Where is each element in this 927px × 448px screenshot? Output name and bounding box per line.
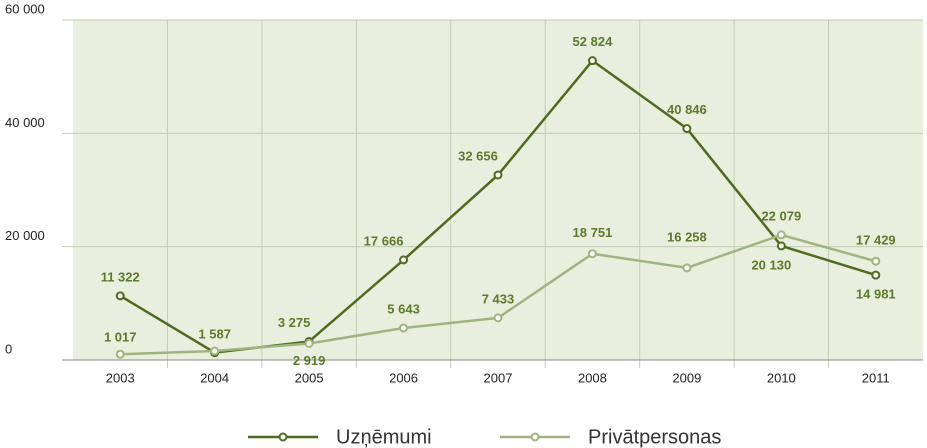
value-label: 5 643 bbox=[387, 301, 420, 316]
point bbox=[493, 313, 503, 323]
value-label: 32 656 bbox=[458, 148, 498, 163]
value-label: 14 981 bbox=[856, 287, 896, 302]
legend-label: Uzņēmumi bbox=[336, 426, 432, 448]
point bbox=[682, 124, 692, 134]
value-label: 2 919 bbox=[293, 353, 326, 368]
point bbox=[304, 338, 314, 348]
point bbox=[115, 291, 125, 301]
x-tick-label: 2004 bbox=[200, 370, 229, 385]
point bbox=[871, 256, 881, 266]
point bbox=[493, 170, 503, 180]
point bbox=[210, 346, 220, 356]
value-label: 20 130 bbox=[751, 257, 791, 272]
y-tick-label: 0 bbox=[5, 341, 12, 356]
value-label: 1 587 bbox=[198, 326, 231, 341]
point bbox=[587, 56, 597, 66]
x-tick-label: 2010 bbox=[767, 370, 796, 385]
legend-label: Privātpersonas bbox=[588, 426, 721, 448]
x-tick-label: 2007 bbox=[484, 370, 513, 385]
x-tick-label: 2005 bbox=[295, 370, 324, 385]
value-label: 18 751 bbox=[573, 225, 613, 240]
value-label: 11 322 bbox=[101, 269, 140, 284]
value-label: 40 846 bbox=[667, 102, 707, 117]
y-tick-label: 60 000 bbox=[5, 1, 45, 16]
value-label: 52 824 bbox=[573, 34, 614, 49]
point bbox=[399, 323, 409, 333]
point bbox=[776, 241, 786, 251]
value-label: 17 429 bbox=[856, 233, 896, 248]
legend-marker bbox=[278, 432, 288, 442]
plot-area bbox=[73, 20, 923, 360]
x-tick-label: 2008 bbox=[578, 370, 607, 385]
point bbox=[776, 230, 786, 240]
point bbox=[587, 249, 597, 259]
value-label: 22 079 bbox=[761, 208, 801, 223]
y-tick-label: 20 000 bbox=[5, 228, 45, 243]
point bbox=[682, 263, 692, 273]
point bbox=[115, 349, 125, 359]
y-tick-label: 40 000 bbox=[5, 115, 45, 130]
value-label: 7 433 bbox=[482, 291, 515, 306]
legend-marker bbox=[530, 432, 540, 442]
x-tick-label: 2009 bbox=[672, 370, 701, 385]
x-tick-label: 2006 bbox=[389, 370, 418, 385]
x-tick-label: 2011 bbox=[862, 370, 890, 385]
value-label: 16 258 bbox=[667, 229, 707, 244]
value-label: 1 017 bbox=[104, 330, 137, 345]
point bbox=[399, 255, 409, 265]
value-label: 17 666 bbox=[364, 233, 404, 248]
x-tick-label: 2003 bbox=[106, 370, 135, 385]
value-label: 3 275 bbox=[278, 315, 311, 330]
point bbox=[871, 270, 881, 280]
